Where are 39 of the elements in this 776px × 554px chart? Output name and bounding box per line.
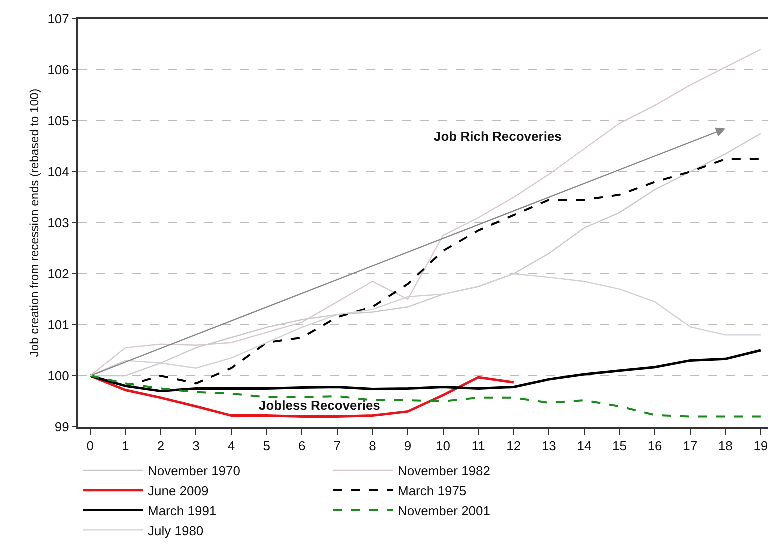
y-tick-label: 106 <box>48 62 70 78</box>
x-tick-label: 8 <box>369 438 376 454</box>
y-tick-label: 104 <box>48 164 70 180</box>
legend-label: November 1970 <box>148 464 240 479</box>
x-tick-label: 15 <box>612 438 627 454</box>
x-tick-label: 13 <box>542 438 556 454</box>
y-tick-label: 107 <box>48 12 70 27</box>
legend-label: November 1982 <box>398 464 490 479</box>
x-tick-label: 17 <box>683 438 698 454</box>
legend-label: March 1991 <box>148 503 217 518</box>
legend-label: June 2009 <box>148 483 209 498</box>
x-tick-label: 0 <box>86 438 94 454</box>
legend-label: November 2001 <box>398 503 490 518</box>
y-tick-label: 101 <box>48 318 70 333</box>
x-tick-label: 16 <box>648 438 662 454</box>
x-tick-label: 14 <box>577 438 592 454</box>
x-tick-label: 6 <box>298 438 306 454</box>
y-tick-label: 103 <box>48 216 70 231</box>
annotation: Job Rich Recoveries <box>434 129 562 144</box>
x-tick-label: 19 <box>754 438 768 454</box>
y-tick-label: 99 <box>54 420 70 435</box>
y-tick-label: 105 <box>48 114 70 129</box>
y-axis-title: Job creation from recession ends (rebased to 100) <box>27 88 42 358</box>
x-tick-label: 5 <box>263 438 270 454</box>
legend-label: March 1975 <box>398 483 467 498</box>
x-tick-label: 2 <box>157 438 165 454</box>
x-tick-label: 10 <box>436 438 451 454</box>
x-tick-label: 3 <box>192 438 200 454</box>
legend-label: July 1980 <box>148 523 204 538</box>
y-tick-label: 102 <box>48 266 70 282</box>
annotation: Jobless Recoveries <box>259 398 380 413</box>
x-tick-label: 12 <box>506 438 522 454</box>
x-tick-label: 11 <box>472 438 486 454</box>
x-tick-label: 7 <box>334 438 342 454</box>
x-tick-label: 1 <box>122 438 130 454</box>
x-tick-label: 18 <box>718 438 733 454</box>
x-tick-label: 9 <box>404 438 412 454</box>
y-tick-label: 100 <box>48 368 70 384</box>
x-tick-label: 4 <box>228 438 236 454</box>
